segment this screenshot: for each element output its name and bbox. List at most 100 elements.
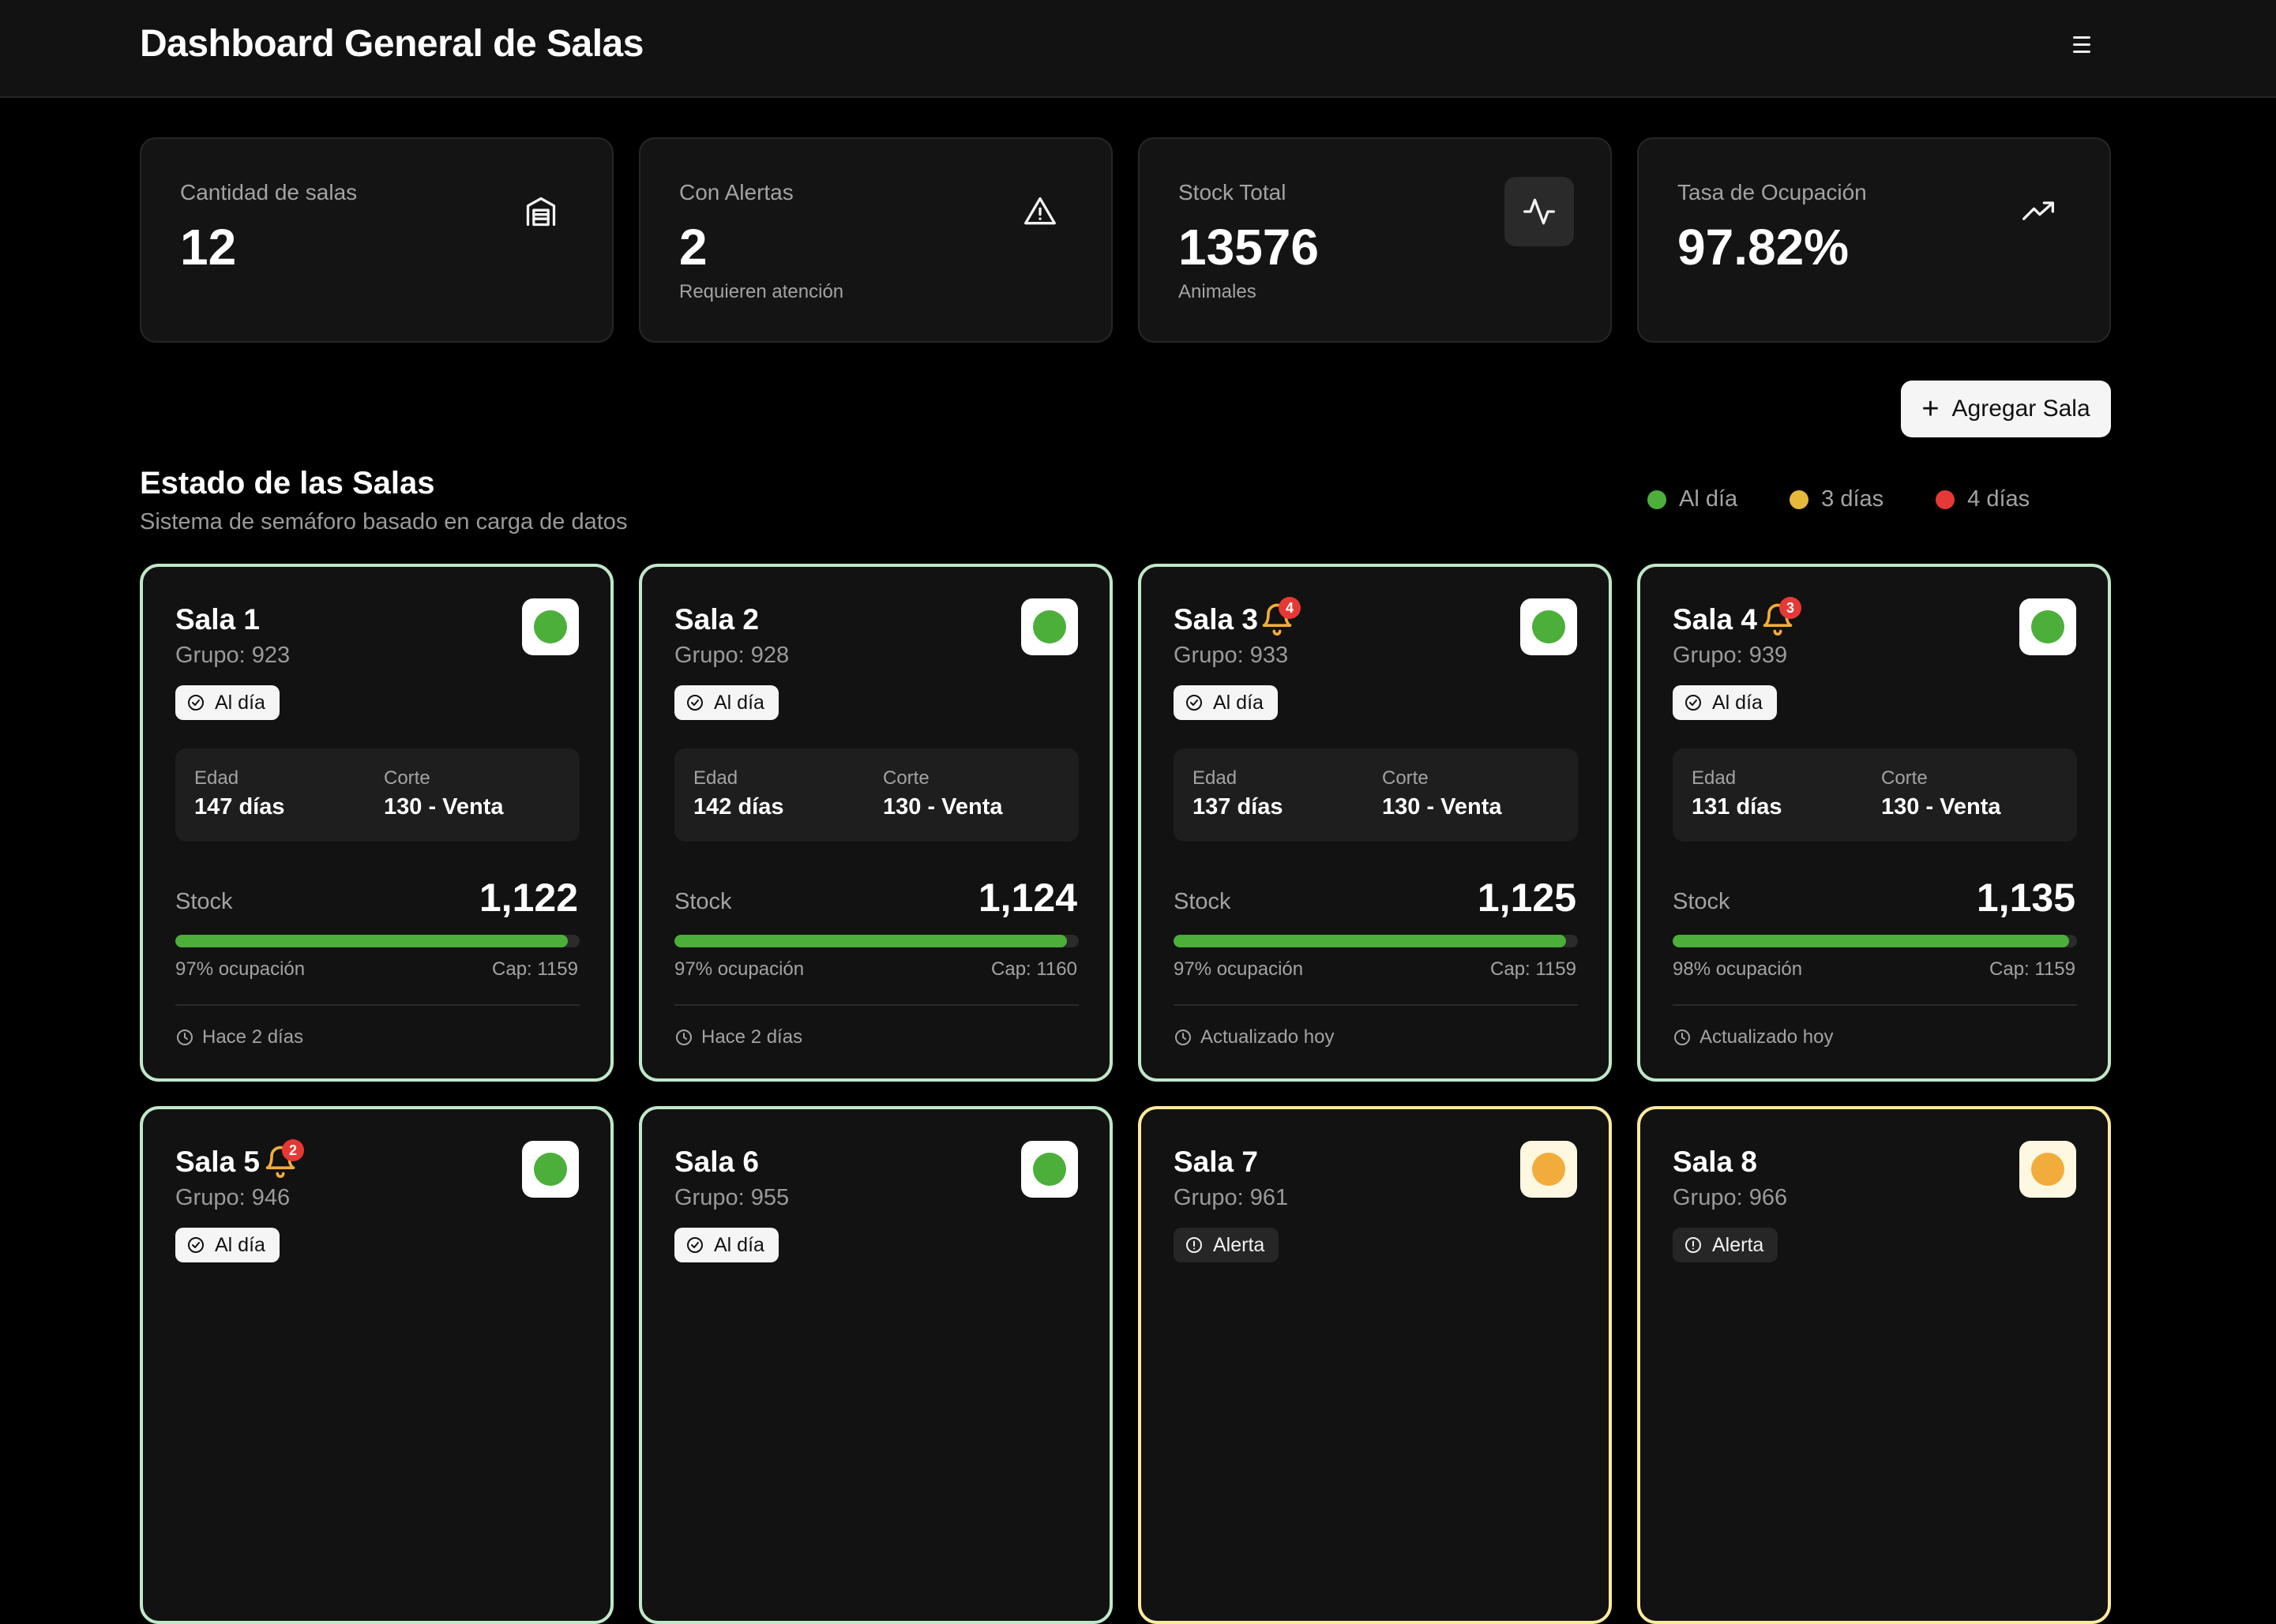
status-badge: Al día	[1174, 685, 1278, 720]
hamburger-menu-icon[interactable]	[2068, 30, 2096, 58]
status-dot-icon	[1033, 610, 1066, 643]
cut-field: Corte 130 - Venta	[384, 767, 504, 820]
traffic-light-indicator	[522, 1141, 579, 1198]
occupancy-text: 97% ocupación	[1174, 958, 1304, 980]
top-bar: Dashboard General de Salas	[0, 0, 2276, 98]
clock-icon	[1175, 1030, 1191, 1045]
alert-circle-icon	[1185, 1236, 1204, 1255]
traffic-light-indicator	[1021, 1141, 1078, 1198]
status-legend: Al día 3 días 4 días	[1647, 486, 2030, 512]
age-label: Edad	[1192, 767, 1238, 789]
age-field: Edad 137 días	[1192, 767, 1283, 820]
status-label: Al día	[714, 691, 764, 714]
room-group: Grupo: 961	[1174, 1185, 1289, 1210]
age-label: Edad	[194, 767, 239, 789]
occupancy-bar	[175, 935, 580, 947]
cut-value: 130 - Venta	[883, 794, 1003, 820]
room-group: Grupo: 933	[1174, 643, 1289, 668]
cut-value: 130 - Venta	[1881, 794, 2001, 820]
room-name: Sala 5	[175, 1146, 260, 1178]
cut-value: 130 - Venta	[1382, 794, 1502, 820]
age-field: Edad 147 días	[194, 767, 284, 820]
status-dot-icon	[534, 1153, 567, 1186]
legend-label: Al día	[1679, 486, 1738, 512]
room-card[interactable]: Sala 3 Grupo: 933 4 Al día Edad 137 días Corte…	[1138, 564, 1612, 1082]
room-name: Sala 6	[674, 1146, 759, 1178]
stat-value: 12	[180, 219, 237, 276]
traffic-light-indicator	[1520, 1141, 1577, 1198]
stat-label: Cantidad de salas	[180, 180, 358, 204]
cut-field: Corte 130 - Venta	[883, 767, 1003, 820]
alert-count-badge: 2	[282, 1139, 304, 1161]
room-group: Grupo: 966	[1673, 1185, 1788, 1210]
occupancy-text: 97% ocupación	[674, 958, 805, 980]
room-group: Grupo: 946	[175, 1185, 291, 1210]
occupancy-bar-fill	[1673, 935, 2069, 947]
traffic-light-indicator	[2019, 1141, 2076, 1198]
last-updated-text: Actualizado hoy	[1200, 1026, 1335, 1048]
divider	[175, 1004, 580, 1006]
age-label: Edad	[1692, 767, 1737, 789]
cut-field: Corte 130 - Venta	[1382, 767, 1502, 820]
occupancy-bar-fill	[175, 935, 568, 947]
status-badge: Al día	[674, 1228, 779, 1262]
cut-label: Corte	[384, 767, 430, 789]
traffic-light-indicator	[522, 598, 579, 655]
age-label: Edad	[693, 767, 738, 789]
age-field: Edad 142 días	[693, 767, 783, 820]
warehouse-icon	[506, 177, 576, 246]
stat-card-alerts: Con Alertas 2 Requieren atención	[639, 137, 1113, 343]
status-badge: Al día	[674, 685, 779, 720]
clock-icon	[177, 1030, 193, 1045]
bell-icon[interactable]: 3	[1760, 597, 1801, 636]
add-room-button[interactable]: + Agregar Sala	[1901, 381, 2111, 437]
alert-count-badge: 3	[1779, 597, 1801, 619]
legend-item-3-days: 3 días	[1790, 486, 1884, 512]
green-dot-icon	[1647, 489, 1666, 509]
stat-value: 2	[679, 219, 708, 276]
room-group: Grupo: 955	[674, 1185, 790, 1210]
status-label: Al día	[1213, 691, 1264, 714]
add-room-label: Agregar Sala	[1951, 396, 2090, 422]
room-card[interactable]: Sala 2 Grupo: 928 Al día Edad 142 días Corte 1…	[639, 564, 1113, 1082]
room-name: Sala 8	[1673, 1146, 1757, 1178]
status-dot-icon	[1033, 1153, 1066, 1186]
traffic-light-indicator	[2019, 598, 2076, 655]
room-info-box: Edad 137 días Corte 130 - Venta	[1174, 748, 1578, 842]
stat-value: 13576	[1178, 219, 1319, 276]
status-badge: Alerta	[1174, 1228, 1279, 1262]
age-value: 131 días	[1692, 794, 1782, 820]
room-card[interactable]: Sala 5 Grupo: 946 2 Al día	[140, 1106, 614, 1624]
room-card[interactable]: Sala 7 Grupo: 961 Alerta	[1138, 1106, 1612, 1624]
room-card[interactable]: Sala 6 Grupo: 955 Al día	[639, 1106, 1113, 1624]
status-label: Alerta	[1712, 1233, 1764, 1256]
status-badge: Al día	[175, 1228, 280, 1262]
age-value: 147 días	[194, 794, 285, 820]
room-name: Sala 1	[175, 603, 260, 636]
room-info-box: Edad 147 días Corte 130 - Venta	[175, 748, 580, 842]
alert-count-badge: 4	[1279, 597, 1301, 619]
room-card[interactable]: Sala 4 Grupo: 939 3 Al día Edad 131 días Corte…	[1637, 564, 2111, 1082]
room-name: Sala 4	[1673, 603, 1757, 636]
status-dot-icon	[1532, 1153, 1565, 1186]
occupancy-text: 98% ocupación	[1673, 958, 1803, 980]
check-circle-icon	[685, 1236, 704, 1255]
status-dot-icon	[534, 610, 567, 643]
status-badge: Alerta	[1673, 1228, 1778, 1262]
bell-icon[interactable]: 4	[1260, 597, 1301, 636]
room-name: Sala 7	[1174, 1146, 1258, 1178]
last-updated: Actualizado hoy	[1673, 1026, 1833, 1048]
room-group: Grupo: 939	[1673, 643, 1788, 668]
room-card[interactable]: Sala 1 Grupo: 923 Al día Edad 147 días Corte 1…	[140, 564, 614, 1082]
occupancy-bar	[674, 935, 1079, 947]
check-circle-icon	[1185, 693, 1204, 712]
room-card[interactable]: Sala 8 Grupo: 966 Alerta	[1637, 1106, 2111, 1624]
status-label: Al día	[215, 691, 265, 714]
status-label: Al día	[215, 1233, 265, 1256]
last-updated: Hace 2 días	[674, 1026, 802, 1048]
cut-field: Corte 130 - Venta	[1881, 767, 2001, 820]
bell-icon[interactable]: 2	[263, 1139, 304, 1179]
age-value: 137 días	[1192, 794, 1283, 820]
last-updated-text: Actualizado hoy	[1699, 1026, 1834, 1048]
stat-value: 97.82%	[1677, 219, 1850, 276]
